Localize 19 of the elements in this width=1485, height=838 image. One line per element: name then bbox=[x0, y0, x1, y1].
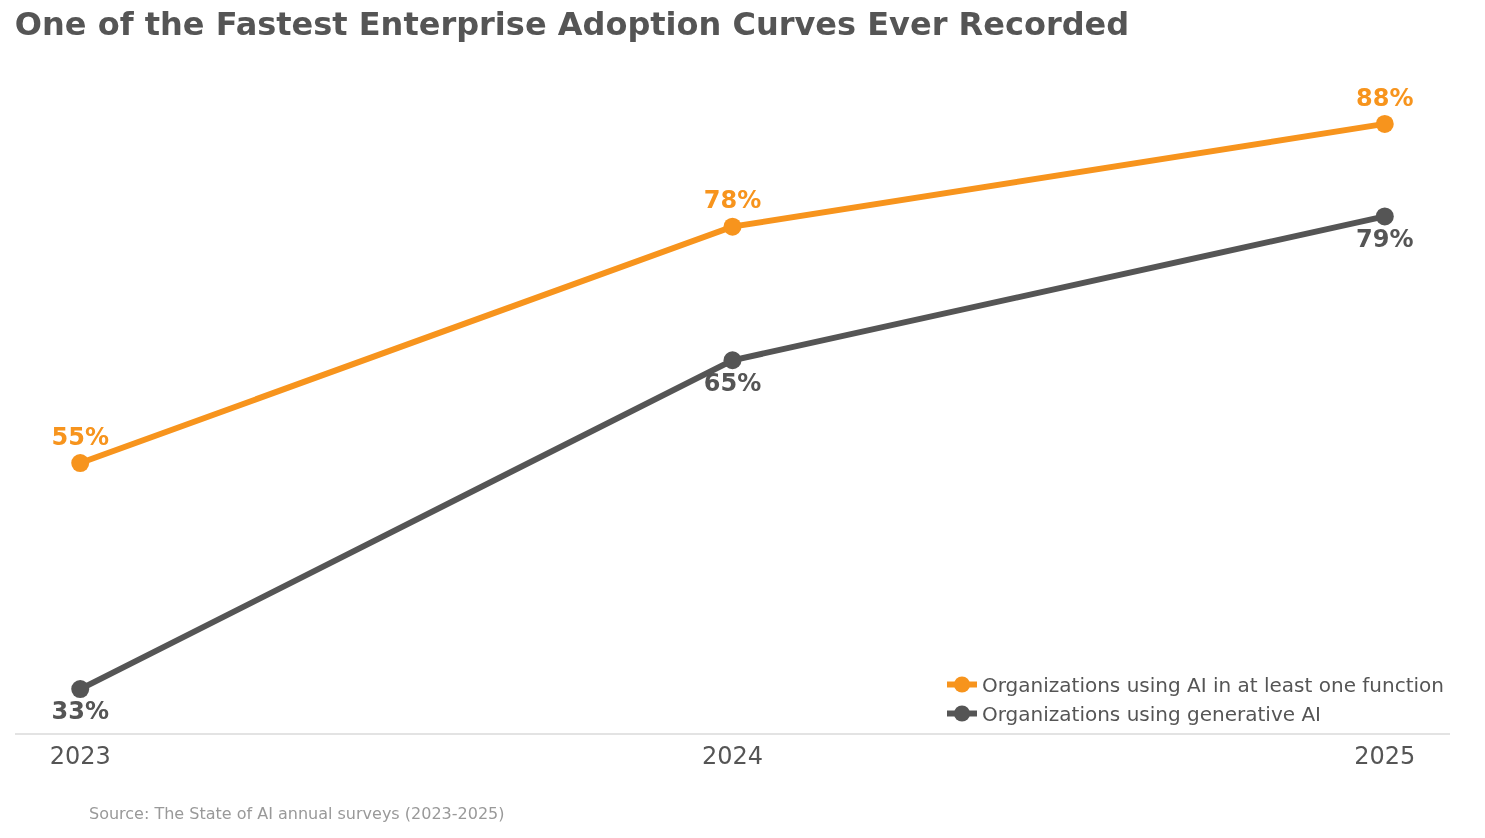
data-label: 65% bbox=[703, 368, 762, 397]
data-label: 55% bbox=[51, 422, 109, 451]
x-tick-label: 2024 bbox=[701, 741, 764, 770]
chart-title: One of the Fastest Enterprise Adoption Curves Ever Recorded bbox=[14, 4, 1130, 43]
x-tick-label: 2023 bbox=[49, 741, 111, 770]
data-label: 88% bbox=[1356, 83, 1414, 112]
data-label: 33% bbox=[51, 697, 109, 726]
data-label: 79% bbox=[1356, 224, 1414, 253]
source-note: Source: The State of AI annual surveys (2023-2025) bbox=[89, 804, 505, 823]
data-label: 78% bbox=[703, 186, 762, 215]
legend-label: Organizations using generative AI bbox=[982, 702, 1321, 727]
point bbox=[1375, 114, 1394, 133]
point bbox=[723, 217, 742, 236]
x-tick-label: 2025 bbox=[1354, 741, 1416, 770]
point bbox=[71, 680, 90, 699]
point bbox=[71, 454, 90, 473]
legend-label: Organizations using AI in at least one function bbox=[982, 673, 1445, 698]
point bbox=[1375, 207, 1394, 226]
point bbox=[723, 351, 742, 370]
